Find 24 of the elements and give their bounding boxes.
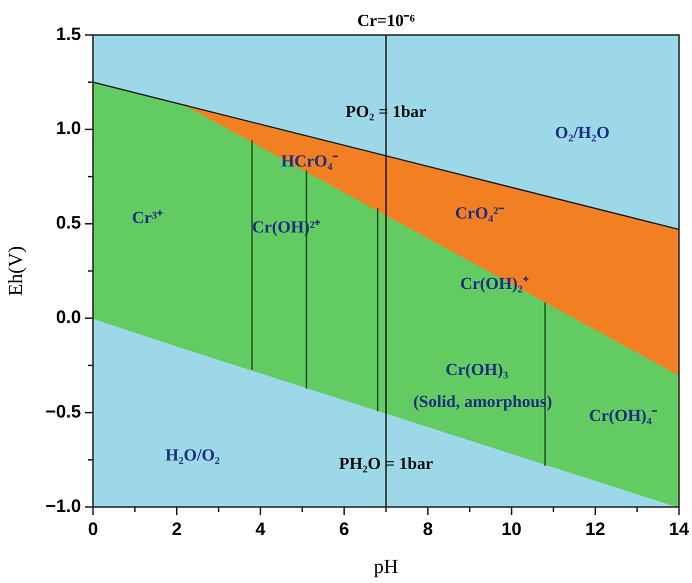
annotation: CrO₄²⁻ <box>455 203 504 222</box>
annotation: O₂/H₂O <box>555 123 610 142</box>
y-axis-title: Eh(V) <box>5 246 27 296</box>
x-tick-label: 14 <box>668 519 690 539</box>
annotation: Cr³⁺ <box>132 208 163 227</box>
annotation: Cr(OH)₃ <box>445 360 508 379</box>
x-tick-label: 8 <box>422 519 433 539</box>
y-tick-label: 1.0 <box>56 118 81 138</box>
annotation: HCrO₄⁻ <box>281 151 339 170</box>
x-tick-label: 6 <box>339 519 350 539</box>
annotation: H₂O/O₂ <box>165 445 220 464</box>
x-tick-label: 0 <box>88 519 98 539</box>
y-tick-label: −0.5 <box>45 401 81 422</box>
y-tick-label: 0.5 <box>56 212 81 233</box>
x-axis-title: pH <box>374 556 398 578</box>
x-tick-label: 10 <box>502 519 522 539</box>
x-tick-label: 2 <box>172 519 182 539</box>
y-tick-label: 1.5 <box>56 24 81 44</box>
y-tick-label: −1.0 <box>45 496 81 516</box>
x-tick-label: 4 <box>255 519 266 539</box>
x-tick-label: 12 <box>585 519 606 539</box>
chart-title: Cr=10⁻⁶ <box>357 11 415 30</box>
annotation: Cr(OH)₄⁻ <box>588 406 658 426</box>
y-tick-label: 0.0 <box>56 306 81 327</box>
